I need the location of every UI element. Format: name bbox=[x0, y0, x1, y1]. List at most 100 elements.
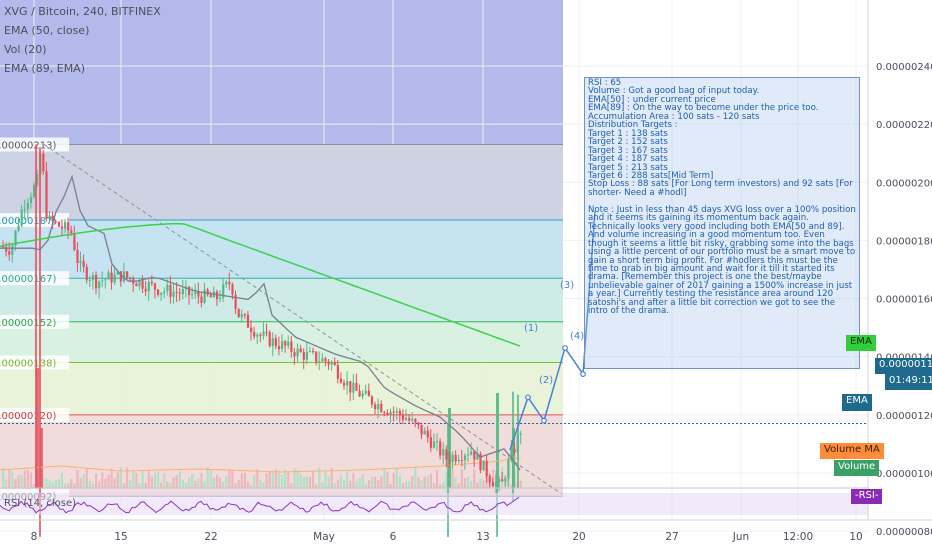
volume-bar bbox=[23, 470, 26, 488]
volume-bar bbox=[172, 477, 175, 488]
volume-bar bbox=[312, 471, 315, 488]
note-line: Target 1 : 138 sats bbox=[588, 128, 668, 139]
candle-body bbox=[408, 418, 411, 421]
indicator-ema50[interactable]: EMA (50, close) bbox=[4, 24, 90, 37]
volume-bar bbox=[91, 483, 95, 488]
candle-body bbox=[377, 403, 380, 410]
volume-bar bbox=[333, 483, 336, 488]
volume-bar bbox=[265, 473, 268, 488]
volume-bar bbox=[401, 483, 405, 488]
candle-body bbox=[240, 314, 243, 318]
ema-mid-badge: EMA bbox=[842, 394, 872, 411]
volume-bar bbox=[284, 469, 287, 488]
candle-body bbox=[8, 251, 11, 255]
candle-body bbox=[147, 281, 150, 292]
indicator-volume[interactable]: Vol (20) bbox=[4, 43, 47, 56]
volume-bar bbox=[476, 482, 479, 488]
candle-body bbox=[188, 286, 191, 296]
volume-bar bbox=[141, 470, 144, 488]
candle-body bbox=[327, 361, 330, 365]
volume-bar bbox=[29, 472, 33, 488]
volume-bar bbox=[231, 470, 234, 488]
candle-body bbox=[5, 246, 8, 252]
volume-bar bbox=[336, 479, 339, 488]
volume-bar bbox=[101, 472, 104, 488]
volume-bar bbox=[383, 468, 386, 488]
candle-body bbox=[85, 266, 88, 281]
volume-bar bbox=[324, 470, 327, 488]
volume-bar bbox=[203, 481, 206, 488]
fib-level-label: 0.00000187) bbox=[0, 216, 56, 227]
candle-body bbox=[498, 479, 501, 483]
candle-body bbox=[250, 327, 253, 333]
candle-body bbox=[98, 281, 101, 289]
volume-bar bbox=[206, 467, 209, 488]
candle-body bbox=[445, 449, 448, 460]
volume-bar bbox=[414, 467, 417, 488]
candle-body bbox=[116, 271, 119, 275]
note-line: Volume : Got a good bag of input today. bbox=[588, 86, 760, 97]
note-line: Stop Loss : 88 sats [For Long term inves… bbox=[588, 179, 856, 198]
volume-bar bbox=[395, 468, 398, 488]
volume-bar bbox=[64, 483, 67, 488]
candle-body bbox=[265, 331, 268, 333]
candle-body bbox=[501, 479, 504, 482]
candle-body bbox=[411, 419, 414, 421]
volume-spike bbox=[36, 368, 39, 488]
candle-body bbox=[57, 222, 60, 227]
volume-bar bbox=[470, 480, 473, 488]
candle-body bbox=[181, 289, 184, 295]
analysis-note: RSI : 65 Volume : Got a good bag of inpu… bbox=[584, 77, 860, 369]
price-tick-label: 0.00000160 bbox=[876, 295, 932, 306]
volume-bar bbox=[243, 472, 246, 488]
volume-bar bbox=[256, 469, 259, 488]
candle-body bbox=[119, 271, 122, 282]
volume-ma-badge: Volume MA bbox=[820, 443, 884, 459]
candle-body bbox=[491, 482, 494, 487]
candle-body bbox=[135, 283, 138, 287]
volume-bar bbox=[119, 467, 122, 488]
volume-bar bbox=[60, 472, 64, 488]
volume-bar bbox=[51, 482, 54, 488]
price-tick-label: 0.00000080 bbox=[876, 527, 932, 538]
volume-bar bbox=[392, 472, 395, 488]
candle-body bbox=[157, 289, 160, 295]
candle-body bbox=[429, 437, 432, 448]
candle-body bbox=[355, 382, 358, 391]
volume-bar bbox=[299, 473, 302, 488]
note-line: Target 4 : 187 sats bbox=[588, 154, 668, 165]
volume-bar bbox=[169, 482, 172, 488]
candle-body bbox=[11, 245, 14, 255]
volume-bar bbox=[262, 482, 265, 488]
candle-body bbox=[380, 403, 383, 413]
volume-bar bbox=[290, 483, 293, 488]
volume-bar bbox=[8, 470, 11, 488]
note-line: RSI : 65 bbox=[588, 78, 622, 88]
candle-body bbox=[460, 459, 463, 461]
volume-bar bbox=[88, 480, 91, 488]
fib-level-label: 0.00000138) bbox=[0, 359, 56, 370]
volume-spike bbox=[40, 428, 43, 488]
volume-bar bbox=[367, 480, 370, 488]
fib-label-bg bbox=[0, 314, 70, 329]
volume-bar bbox=[147, 470, 150, 488]
volume-bar bbox=[445, 472, 448, 488]
candle-body bbox=[482, 460, 485, 471]
candle-body bbox=[194, 291, 197, 294]
projection-point bbox=[580, 371, 586, 378]
volume-bar bbox=[467, 476, 470, 488]
volume-bar bbox=[321, 482, 324, 488]
candle-body bbox=[2, 246, 5, 248]
fib-level-label: 0.00000167) bbox=[0, 274, 56, 285]
candle-body bbox=[315, 351, 318, 362]
indicator-ema89[interactable]: EMA (89, EMA) bbox=[4, 62, 86, 75]
rsi-study-label[interactable]: RSI (14, close) bbox=[4, 498, 77, 509]
candle-body bbox=[284, 341, 287, 346]
volume-bar bbox=[45, 478, 48, 488]
candle-body bbox=[246, 314, 250, 328]
candle-body bbox=[467, 454, 470, 456]
candle-body bbox=[138, 280, 141, 287]
volume-bar bbox=[126, 467, 129, 488]
projection-path bbox=[509, 211, 596, 450]
